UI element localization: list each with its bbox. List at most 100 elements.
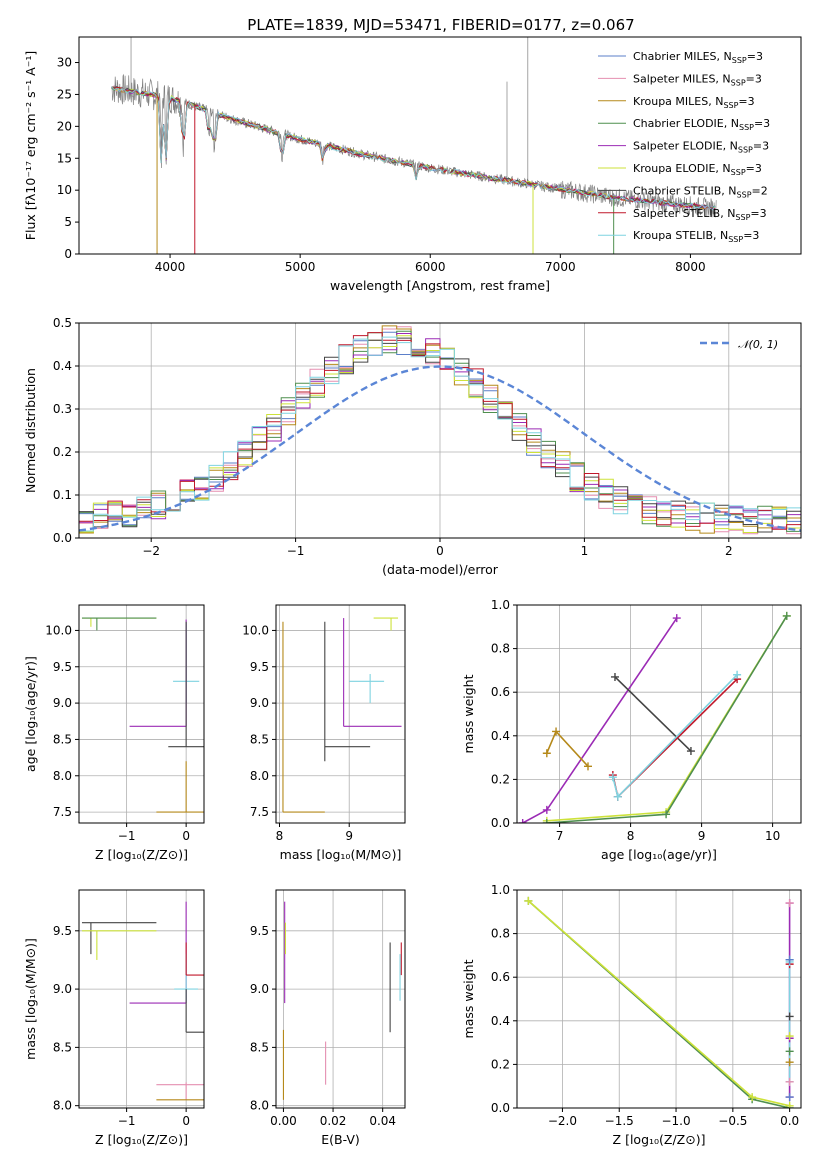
y-tick-label: 8.5 bbox=[53, 732, 72, 746]
x-tick-label: 1 bbox=[581, 544, 589, 558]
legend-label: Kroupa MILES, NSSP=3 bbox=[633, 95, 755, 110]
x-tick-label: 8000 bbox=[675, 260, 706, 274]
x-tick-label: −1.0 bbox=[661, 1114, 690, 1128]
x-tick-label: 0.04 bbox=[369, 1114, 396, 1128]
y-tick-label: 20 bbox=[57, 119, 72, 133]
y-tick-label: 9.0 bbox=[53, 982, 72, 996]
y-tick-label: 0.3 bbox=[53, 402, 72, 416]
x-tick-label: 2 bbox=[725, 544, 733, 558]
data-marker bbox=[785, 1093, 794, 1102]
y-tick-label: 9.5 bbox=[250, 924, 269, 938]
y-tick-label: 8.5 bbox=[250, 732, 269, 746]
y-axis-label: Normed distribution bbox=[23, 368, 38, 493]
x-axis-label: Z [log₁₀(Z/Z⊙)] bbox=[95, 1132, 188, 1147]
plot-area bbox=[518, 611, 791, 823]
data-marker bbox=[542, 749, 551, 758]
panel-residuals: −2 −1 0 1 2 0.0 0.1 0.2 0.3 0.4 0.5 (data-model)/er… bbox=[23, 316, 802, 577]
data-marker bbox=[518, 819, 527, 823]
legend-label-sub: SSP bbox=[731, 168, 746, 177]
y-tick-label: 9.0 bbox=[250, 696, 269, 710]
gaussian-curve bbox=[79, 365, 801, 532]
x-tick-label: −2.0 bbox=[548, 1114, 577, 1128]
x-tick-label: 0.02 bbox=[320, 1114, 347, 1128]
axes-frame bbox=[516, 889, 802, 1109]
residual-histogram bbox=[79, 336, 801, 532]
legend-label-sub: SSP bbox=[732, 56, 747, 65]
legend-label-tail: =3 bbox=[743, 229, 759, 242]
data-marker bbox=[662, 810, 671, 819]
x-tick-label: 7 bbox=[556, 829, 564, 843]
y-tick-label: 8.5 bbox=[250, 1040, 269, 1054]
panel-age_vs_Z: −1 0 7.5 8.0 8.5 9.0 9.5 10.0 Z [log₁₀(Z/Z⊙)] age… bbox=[23, 604, 205, 862]
legend-label-tail: =3 bbox=[750, 207, 766, 220]
y-tick-label: 9.5 bbox=[250, 660, 269, 674]
legend-label-sub: SSP bbox=[739, 123, 754, 132]
x-tick-label: 8 bbox=[276, 829, 284, 843]
legend-label: Kroupa STELIB, NSSP=3 bbox=[633, 229, 759, 244]
legend-label-main: Salpeter STELIB, N bbox=[633, 207, 735, 220]
legend-label-sub: SSP bbox=[728, 235, 743, 244]
y-tick-label: 1.0 bbox=[491, 598, 510, 612]
data-marker bbox=[610, 672, 619, 681]
axes-frame bbox=[78, 889, 205, 1109]
plot-area bbox=[282, 617, 402, 813]
plot-area bbox=[111, 37, 717, 254]
y-tick-label: 0.0 bbox=[53, 531, 72, 545]
legend-label-tail: =3 bbox=[747, 50, 763, 63]
legend-label-sub: SSP bbox=[723, 101, 738, 110]
x-tick-label: 0.00 bbox=[270, 1114, 297, 1128]
y-tick-label: 0.0 bbox=[491, 816, 510, 830]
weight-line bbox=[614, 676, 692, 752]
data-marker bbox=[785, 1101, 794, 1108]
data-marker bbox=[584, 762, 592, 771]
y-tick-label: 25 bbox=[57, 87, 72, 101]
y-tick-label: 0.4 bbox=[53, 359, 72, 373]
x-axis-label: Z [log₁₀(Z/Z⊙)] bbox=[95, 847, 188, 862]
y-tick-label: 1.0 bbox=[491, 883, 510, 897]
weight-line bbox=[546, 615, 788, 823]
data-marker bbox=[608, 773, 617, 782]
y-tick-label: 0 bbox=[64, 247, 72, 261]
panel-mass_vs_Z: −1 0 8.0 8.5 9.0 9.5 Z [log₁₀(Z/Z⊙)] mass [log₁… bbox=[23, 889, 205, 1147]
y-tick-label: 10.0 bbox=[242, 623, 269, 637]
data-marker bbox=[782, 611, 791, 620]
y-tick-label: 0.6 bbox=[491, 685, 510, 699]
y-tick-label: 0.8 bbox=[491, 927, 510, 941]
x-tick-label: −1 bbox=[118, 1114, 136, 1128]
y-tick-label: 0.4 bbox=[491, 729, 510, 743]
legend-label: Chabrier ELODIE, NSSP=3 bbox=[633, 117, 770, 132]
data-marker bbox=[785, 1012, 794, 1021]
x-tick-label: 10 bbox=[765, 829, 780, 843]
y-tick-label: 0.0 bbox=[491, 1101, 510, 1115]
y-tick-label: 0.4 bbox=[491, 1014, 510, 1028]
x-tick-label: 5000 bbox=[285, 260, 316, 274]
y-axis-label: Flux [fλ10⁻¹⁷ erg cm⁻² s⁻¹ A⁻¹] bbox=[23, 51, 38, 240]
legend-label: Chabrier STELIB, NSSP=2 bbox=[633, 184, 768, 199]
plot-area bbox=[79, 325, 801, 535]
x-tick-label: 0 bbox=[436, 544, 444, 558]
y-tick-label: 0.1 bbox=[53, 488, 72, 502]
data-marker bbox=[733, 670, 742, 679]
residual-histogram bbox=[79, 332, 801, 530]
data-marker bbox=[552, 727, 561, 736]
y-tick-label: 0.2 bbox=[491, 772, 510, 786]
x-tick-label: 8 bbox=[627, 829, 635, 843]
legend-label: Kroupa ELODIE, NSSP=3 bbox=[633, 162, 762, 177]
legend-label: Salpeter MILES, NSSP=3 bbox=[633, 72, 762, 87]
legend-label-main: Salpeter ELODIE, N bbox=[633, 140, 738, 153]
gaussian-legend-label: 𝒩(0, 1) bbox=[738, 338, 778, 351]
weight-line bbox=[527, 900, 790, 1108]
legend-label-main: Chabrier MILES, N bbox=[633, 50, 732, 63]
y-axis-label: mass weight bbox=[461, 674, 476, 753]
plot-area bbox=[282, 901, 402, 1100]
panel-age_vs_mass: 8 9 7.5 8.0 8.5 9.0 9.5 10.0 mass [log₁₀(M/M⊙)] bbox=[242, 604, 406, 862]
y-tick-label: 8.0 bbox=[53, 1099, 72, 1113]
y-tick-label: 10.0 bbox=[45, 623, 72, 637]
weight-line bbox=[546, 729, 589, 767]
grid bbox=[276, 890, 405, 1108]
x-tick-label: 6000 bbox=[415, 260, 446, 274]
weight-line bbox=[527, 900, 790, 1107]
y-tick-label: 0.8 bbox=[491, 642, 510, 656]
